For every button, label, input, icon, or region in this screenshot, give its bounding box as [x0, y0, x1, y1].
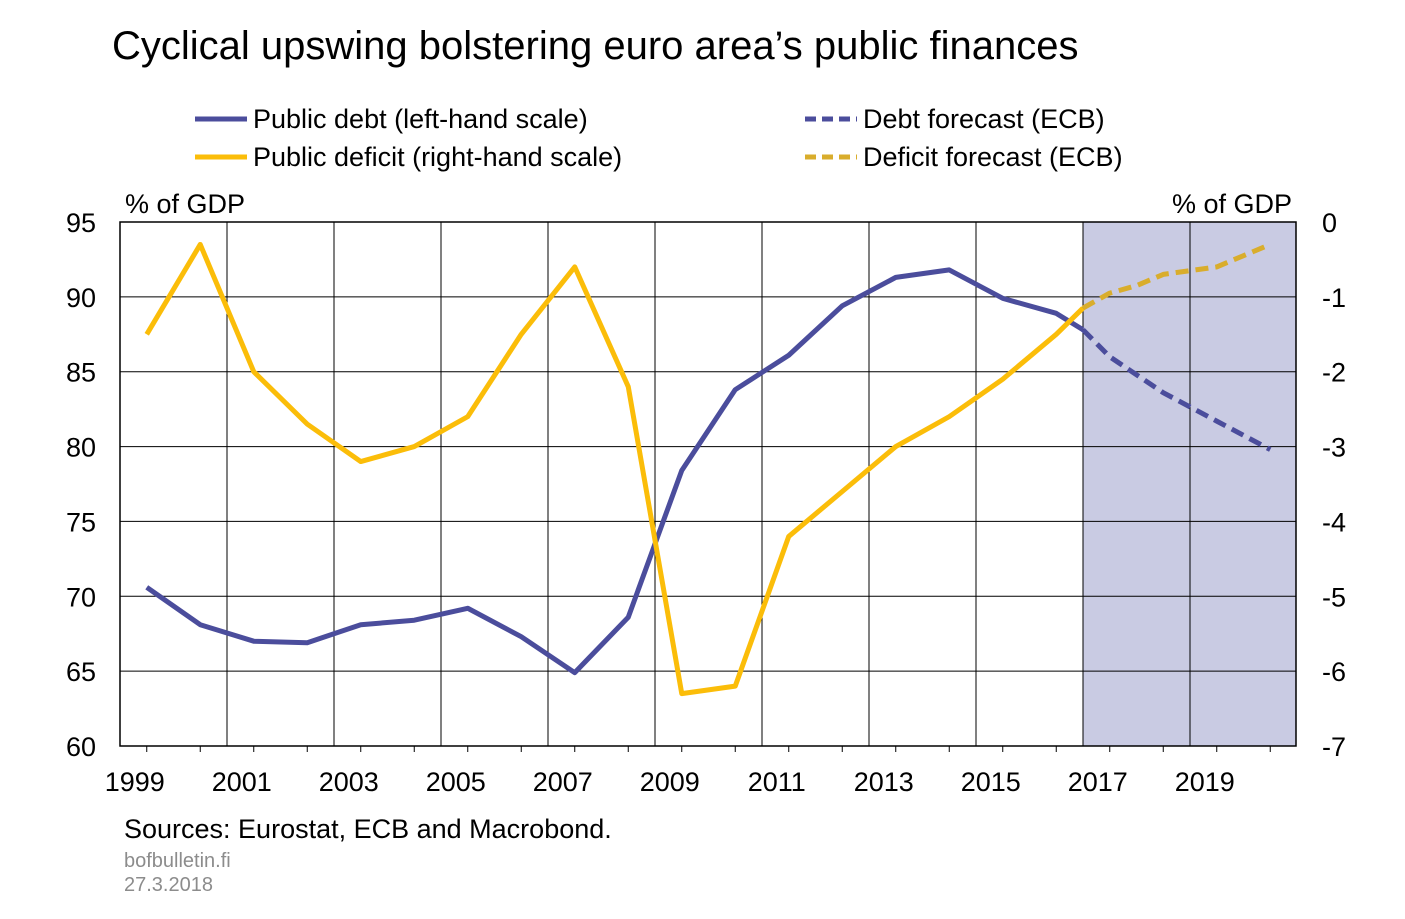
- x-tick-label: 2017: [1068, 767, 1128, 797]
- x-tick-label: 2005: [426, 767, 486, 797]
- chart-title: Cyclical upswing bolstering euro area’s …: [112, 24, 1079, 68]
- x-tick-label: 2003: [319, 767, 379, 797]
- legend-swatch-deficit: [195, 154, 247, 160]
- right-axis-label: % of GDP: [1172, 189, 1292, 219]
- right-tick-label: -2: [1322, 358, 1346, 388]
- left-tick-label: 80: [66, 433, 96, 463]
- legend-label-debt: Public debt (left-hand scale): [253, 103, 588, 134]
- publish-date: 27.3.2018: [124, 874, 213, 896]
- left-tick-label: 95: [66, 208, 96, 238]
- left-tick-label: 85: [66, 358, 96, 388]
- site-url: bofbulletin.fi: [124, 850, 231, 872]
- series-line-1: [1081, 328, 1272, 452]
- left-tick-label: 90: [66, 283, 96, 313]
- x-tick-label: 2007: [533, 767, 593, 797]
- series-line-3: [1081, 242, 1272, 311]
- x-tick-label: 2013: [854, 767, 914, 797]
- left-axis-label: % of GDP: [125, 189, 245, 219]
- legend-swatch-debt: [195, 116, 247, 122]
- legend-public-debt: Public debt (left-hand scale): [193, 102, 588, 136]
- x-tick-label: 2011: [748, 767, 806, 797]
- left-tick-label: 60: [66, 732, 96, 762]
- legend-swatch-debt-forecast: [805, 116, 857, 122]
- right-tick-label: -3: [1322, 433, 1346, 463]
- series-line-2: [144, 241, 1085, 697]
- legend-swatch-deficit-forecast: [805, 154, 857, 160]
- right-tick-label: 0: [1322, 208, 1337, 238]
- legend-debt-forecast: Debt forecast (ECB): [803, 102, 1105, 136]
- left-tick-label: 70: [66, 582, 96, 612]
- legend-deficit-forecast: Deficit forecast (ECB): [803, 140, 1123, 174]
- x-tick-label: 2009: [640, 767, 700, 797]
- series-line-0: [145, 267, 1085, 676]
- x-tick-label: 2001: [212, 767, 272, 797]
- legend-label-deficit-forecast: Deficit forecast (ECB): [863, 141, 1123, 172]
- right-tick-label: -5: [1322, 582, 1346, 612]
- x-tick-label: 1999: [105, 767, 165, 797]
- left-tick-label: 75: [66, 507, 96, 537]
- legend-label-deficit: Public deficit (right-hand scale): [253, 141, 623, 172]
- legend-label-debt-forecast: Debt forecast (ECB): [863, 103, 1105, 134]
- right-tick-label: -1: [1322, 283, 1346, 313]
- legend-public-deficit: Public deficit (right-hand scale): [193, 140, 622, 174]
- right-tick-label: -4: [1322, 507, 1346, 537]
- right-tick-label: -7: [1322, 732, 1346, 762]
- x-tick-label: 2019: [1175, 767, 1235, 797]
- right-tick-label: -6: [1322, 657, 1346, 687]
- source-note: Sources: Eurostat, ECB and Macrobond.: [124, 814, 612, 844]
- left-tick-label: 65: [66, 657, 96, 687]
- plot-frame: [119, 221, 1297, 747]
- x-tick-label: 2015: [961, 767, 1021, 797]
